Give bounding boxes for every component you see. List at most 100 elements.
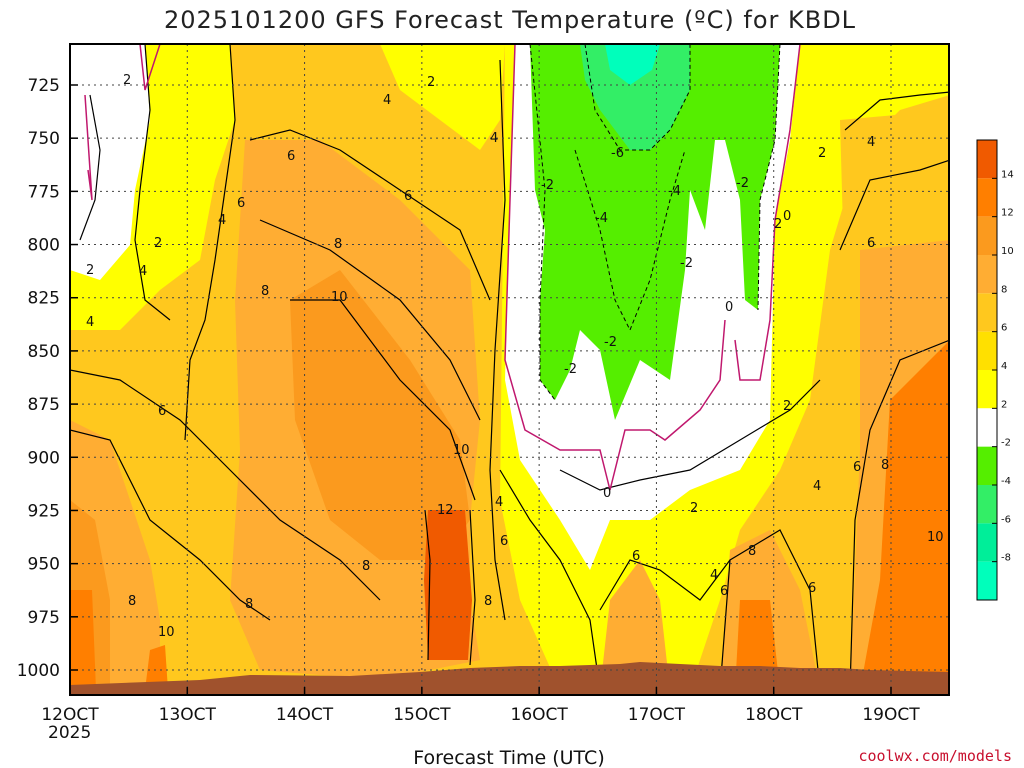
contour-label: 0	[783, 209, 791, 224]
contour-line	[849, 339, 949, 691]
contour-label: 10	[331, 290, 348, 305]
contour-label: 8	[881, 458, 889, 473]
field-yellow-mid	[380, 44, 505, 150]
contour-line	[499, 469, 601, 691]
ground-area	[70, 662, 949, 695]
contour-line	[469, 509, 476, 666]
contour-line	[184, 44, 236, 441]
contour-label: -2	[604, 335, 617, 350]
contour-label: 4	[383, 93, 391, 108]
contour-label: 2	[427, 75, 435, 90]
contour-label: 0	[603, 486, 611, 501]
y-tick-label: 775	[28, 182, 60, 202]
contour-line-dashed	[757, 44, 781, 311]
x-tick-label: 17OCT	[628, 705, 686, 725]
contour-label: 2	[690, 501, 698, 516]
contour-label: 6	[287, 149, 295, 164]
field-white-left	[70, 44, 150, 280]
contour-label: 4	[86, 315, 94, 330]
contour-label: 4	[813, 479, 821, 494]
contour-label: 4	[139, 264, 147, 279]
temperature-field	[70, 44, 949, 695]
zero-contour-line	[139, 44, 161, 91]
contour-lines	[70, 44, 949, 691]
field-red-core	[424, 510, 472, 660]
contour-label: 2	[818, 146, 826, 161]
field-bump-1	[600, 560, 670, 690]
contour-line	[559, 379, 821, 491]
x-tick-label: 15OCT	[393, 705, 451, 725]
x-tick-label: 19OCT	[862, 705, 920, 725]
contour-line	[70, 369, 381, 601]
y-tick-label: 925	[28, 501, 60, 521]
contour-line	[290, 299, 476, 501]
colorbar-swatch	[977, 561, 997, 600]
contour-label: 8	[362, 559, 370, 574]
contour-line-dashed	[529, 44, 556, 401]
contour-label: 6	[500, 534, 508, 549]
contour-label: -2	[564, 362, 577, 377]
x-axis: 12OCT 13OCT 14OCT 15OCT 16OCT 17OCT 18OCT 19OCT	[41, 687, 920, 725]
colorbar-tick-label: 6	[1001, 323, 1007, 334]
contour-line-dashed	[574, 149, 686, 332]
contour-label: 8	[484, 594, 492, 609]
x-axis-label: Forecast Time (UTC)	[413, 747, 604, 768]
y-tick-label: 825	[28, 289, 60, 309]
contour-lines-dashed	[529, 44, 781, 401]
y-tick-label: 1000	[17, 661, 60, 681]
colorbar-tick-label: -4	[1001, 476, 1011, 487]
contour-line	[719, 529, 821, 691]
grid	[70, 44, 949, 695]
contour-label: -2	[680, 256, 693, 271]
contour-label: 8	[748, 544, 756, 559]
zero-contour-line	[84, 94, 93, 201]
contour-line	[134, 44, 171, 321]
field-red-left	[70, 590, 96, 690]
contour-label: 8	[334, 237, 342, 252]
contour-label: -4	[668, 184, 681, 199]
contour-line	[599, 559, 731, 611]
credit-text: coolwx.com/models	[858, 747, 1012, 765]
x-tick-label: 14OCT	[276, 705, 334, 725]
colorbar-swatch	[977, 216, 997, 255]
y-tick-label: 950	[28, 555, 60, 575]
contour-label: 10	[158, 625, 175, 640]
contour-label: 2	[86, 263, 94, 278]
contour-line	[259, 219, 481, 421]
x-axis-year: 2025	[48, 723, 91, 743]
zero-contour-line	[504, 44, 726, 491]
y-axis: 725 750 775 800 825 850 875 900 925 950 975 1000	[17, 76, 78, 681]
contour-label: 4	[867, 135, 875, 150]
field-cyan-core	[605, 44, 660, 85]
colorbar-swatch	[977, 140, 997, 179]
contour-label: -4	[595, 211, 608, 226]
zero-contour-line	[734, 44, 801, 381]
contour-label: 10	[927, 530, 944, 545]
contour-line	[249, 129, 491, 301]
y-tick-label: 800	[28, 236, 60, 256]
contour-label: 4	[218, 213, 226, 228]
contour-label: -2	[541, 178, 554, 193]
field-green-deep	[580, 44, 690, 150]
x-tick-label: 16OCT	[511, 705, 569, 725]
colorbar-swatch	[977, 178, 997, 217]
contour-label: 12	[437, 503, 454, 518]
field-right-red	[860, 341, 949, 690]
plot-border	[69, 43, 950, 696]
contour-label: 6	[853, 460, 861, 475]
x-tick-label: 18OCT	[745, 705, 803, 725]
contour-label: -6	[611, 146, 624, 161]
contour-label: 6	[867, 236, 875, 251]
contour-label: 6	[237, 196, 245, 211]
colorbar-swatch	[977, 293, 997, 332]
contour-label: 2	[123, 73, 131, 88]
contour-line	[79, 94, 101, 241]
contour-label: 4	[490, 131, 498, 146]
colorbar-tick-label: 4	[1001, 361, 1007, 372]
contour-label: 6	[720, 584, 728, 599]
x-tick-label: 12OCT	[41, 705, 99, 725]
contour-label: 6	[404, 189, 412, 204]
contour-line	[839, 159, 949, 251]
colorbar-tick-label: -6	[1001, 514, 1011, 525]
contour-label: 6	[158, 404, 166, 419]
